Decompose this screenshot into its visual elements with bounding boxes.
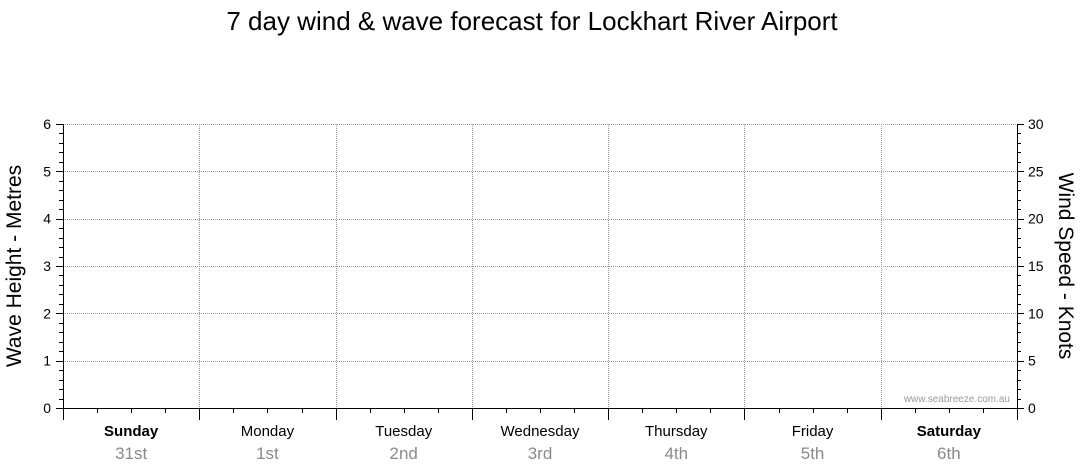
day-date-label: 5th bbox=[801, 444, 825, 463]
axes bbox=[63, 124, 1018, 420]
day-date-label: 6th bbox=[937, 444, 961, 463]
left-tick-label: 1 bbox=[43, 353, 51, 369]
day-date-label: 2nd bbox=[390, 444, 418, 463]
right-axis-ticks: 0 5 10 15 20 25 30 bbox=[1017, 116, 1044, 416]
day-name-label: Monday bbox=[241, 423, 295, 440]
day-date-label: 3rd bbox=[528, 444, 553, 463]
day-date-label: 31st bbox=[115, 444, 147, 463]
day-name-label: Friday bbox=[792, 423, 834, 440]
right-tick-label: 10 bbox=[1028, 305, 1044, 321]
gridlines bbox=[63, 124, 1017, 408]
right-tick-label: 5 bbox=[1028, 353, 1036, 369]
day-date-label: 1st bbox=[256, 444, 279, 463]
day-name-label: Sunday bbox=[104, 423, 159, 440]
watermark: www.seabreeze.com.au bbox=[903, 394, 1010, 405]
left-axis-title: Wave Height - Metres bbox=[3, 165, 26, 367]
chart-title: 7 day wind & wave forecast for Lockhart … bbox=[226, 6, 838, 36]
day-name-label: Tuesday bbox=[375, 423, 432, 440]
day-name-label: Saturday bbox=[917, 423, 982, 440]
left-axis-ticks: 0 1 2 3 4 5 6 bbox=[43, 116, 63, 416]
right-tick-label: 15 bbox=[1028, 258, 1044, 274]
left-tick-label: 3 bbox=[43, 258, 51, 274]
right-tick-label: 20 bbox=[1028, 211, 1044, 227]
left-tick-label: 6 bbox=[43, 116, 51, 132]
right-tick-label: 25 bbox=[1028, 163, 1044, 179]
day-name-label: Thursday bbox=[645, 423, 708, 440]
left-tick-label: 2 bbox=[43, 305, 51, 321]
right-tick-label: 30 bbox=[1028, 116, 1044, 132]
left-tick-label: 0 bbox=[43, 400, 51, 416]
right-axis-title: Wind Speed - Knots bbox=[1054, 173, 1077, 360]
right-tick-label: 0 bbox=[1028, 400, 1036, 416]
day-name-label: Wednesday bbox=[501, 423, 580, 440]
day-date-label: 4th bbox=[664, 444, 688, 463]
day-labels: Sunday 31st Monday 1st Tuesday 2nd Wednesday 3r… bbox=[104, 423, 982, 463]
left-tick-label: 5 bbox=[43, 163, 51, 179]
left-tick-label: 4 bbox=[43, 211, 51, 227]
